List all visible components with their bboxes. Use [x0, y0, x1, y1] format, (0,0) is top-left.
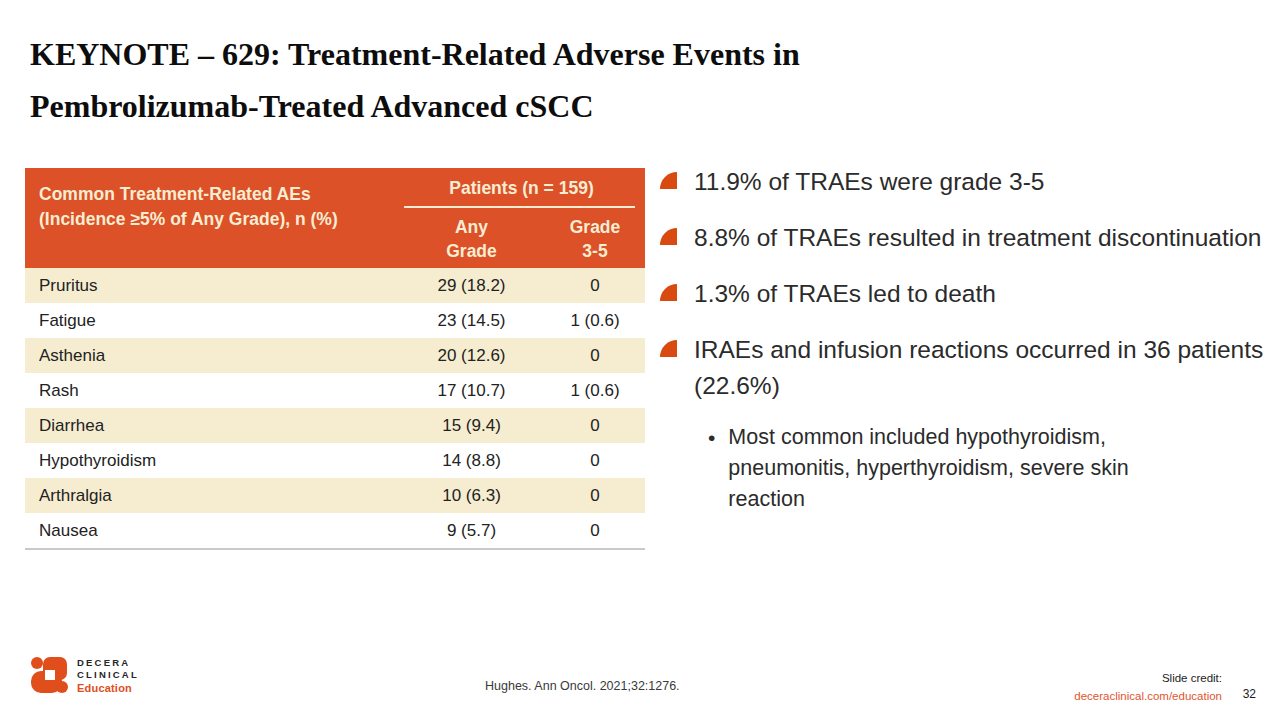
grade-3-5-cell: 0	[545, 408, 645, 443]
table-row: Fatigue 23 (14.5) 1 (0.6)	[25, 303, 645, 338]
ae-name-cell: Pruritus	[25, 268, 398, 303]
list-item: 8.8% of TRAEs resulted in treatment disc…	[660, 220, 1265, 256]
table-header-group-label: Patients (n = 159)	[398, 178, 645, 199]
bullet-text: 8.8% of TRAEs resulted in treatment disc…	[694, 220, 1261, 256]
grade-3-5-cell: 0	[545, 478, 645, 513]
table-row: Rash 17 (10.7) 1 (0.6)	[25, 373, 645, 408]
grade-3-5-cell: 1 (0.6)	[545, 373, 645, 408]
ae-name-cell: Diarrhea	[25, 408, 398, 443]
grade-3-5-cell: 0	[545, 513, 645, 548]
table-header-patients-group: Patients (n = 159) Any Grade Grade 3-5	[398, 168, 645, 268]
column-header-grade-3-5: Grade 3-5	[545, 212, 645, 268]
bullet-text: 11.9% of TRAEs were grade 3-5	[694, 164, 1044, 200]
table-row: Hypothyroidism 14 (8.8) 0	[25, 443, 645, 478]
sub-bullet-text: Most common included hypothyroidism, pne…	[728, 422, 1168, 515]
list-item: 1.3% of TRAEs led to death	[660, 276, 1265, 312]
any-grade-cell: 9 (5.7)	[398, 513, 545, 548]
table-row: Pruritus 29 (18.2) 0	[25, 268, 645, 303]
citation: Hughes. Ann Oncol. 2021;32:1276.	[485, 679, 680, 693]
any-grade-cell: 10 (6.3)	[398, 478, 545, 513]
quarter-circle-bullet-icon	[660, 284, 677, 301]
ae-name-cell: Asthenia	[25, 338, 398, 373]
table-header-row-label: Common Treatment-Related AEs (Incidence …	[25, 168, 398, 268]
table-header: Common Treatment-Related AEs (Incidence …	[25, 168, 645, 268]
key-points-list: 11.9% of TRAEs were grade 3-5 8.8% of TR…	[660, 164, 1265, 533]
quarter-circle-bullet-icon	[660, 340, 677, 357]
ae-name-cell: Arthralgia	[25, 478, 398, 513]
ae-name-cell: Rash	[25, 373, 398, 408]
slide-title: KEYNOTE – 629: Treatment-Related Adverse…	[30, 28, 1130, 132]
grade-3-5-cell: 0	[545, 443, 645, 478]
any-grade-cell: 14 (8.8)	[398, 443, 545, 478]
any-grade-cell: 17 (10.7)	[398, 373, 545, 408]
ae-name-cell: Nausea	[25, 513, 398, 548]
table-row: Diarrhea 15 (9.4) 0	[25, 408, 645, 443]
decera-clinical-logo: DECERA CLINICAL Education	[30, 656, 139, 694]
grade-3-5-cell: 1 (0.6)	[545, 303, 645, 338]
decera-logo-icon	[30, 656, 68, 694]
table-row: Arthralgia 10 (6.3) 0	[25, 478, 645, 513]
sub-list-item: • Most common included hypothyroidism, p…	[708, 422, 1265, 515]
list-item: 11.9% of TRAEs were grade 3-5	[660, 164, 1265, 200]
logo-text-decera: DECERA	[77, 657, 139, 669]
page-number: 32	[1243, 687, 1256, 701]
grade-3-5-cell: 0	[545, 338, 645, 373]
slide-credit-label: Slide credit:	[1074, 671, 1222, 686]
quarter-circle-bullet-icon	[660, 172, 677, 189]
slide-credit-link[interactable]: deceraclinical.com/education	[1074, 689, 1222, 704]
header-divider	[404, 206, 635, 208]
column-header-any-grade: Any Grade	[398, 212, 545, 268]
table-row: Nausea 9 (5.7) 0	[25, 513, 645, 548]
slide-title-line1: KEYNOTE – 629: Treatment-Related Adverse…	[30, 28, 1130, 80]
table-row: Asthenia 20 (12.6) 0	[25, 338, 645, 373]
slide-title-line2: Pembrolizumab-Treated Advanced cSCC	[30, 80, 1130, 132]
bullet-text: 1.3% of TRAEs led to death	[694, 276, 996, 312]
any-grade-cell: 23 (14.5)	[398, 303, 545, 338]
grade-3-5-cell: 0	[545, 268, 645, 303]
quarter-circle-bullet-icon	[660, 228, 677, 245]
bullet-text: IRAEs and infusion reactions occurred in…	[694, 332, 1265, 404]
slide-credit: Slide credit: deceraclinical.com/educati…	[1074, 671, 1222, 704]
adverse-events-table: Common Treatment-Related AEs (Incidence …	[25, 168, 645, 550]
logo-text-clinical: CLINICAL	[77, 669, 139, 681]
list-item: IRAEs and infusion reactions occurred in…	[660, 332, 1265, 404]
any-grade-cell: 15 (9.4)	[398, 408, 545, 443]
logo-text-education: Education	[77, 682, 139, 694]
table-body: Pruritus 29 (18.2) 0 Fatigue 23 (14.5) 1…	[25, 268, 645, 550]
ae-name-cell: Fatigue	[25, 303, 398, 338]
any-grade-cell: 20 (12.6)	[398, 338, 545, 373]
any-grade-cell: 29 (18.2)	[398, 268, 545, 303]
ae-name-cell: Hypothyroidism	[25, 443, 398, 478]
dot-bullet-icon: •	[708, 422, 715, 515]
